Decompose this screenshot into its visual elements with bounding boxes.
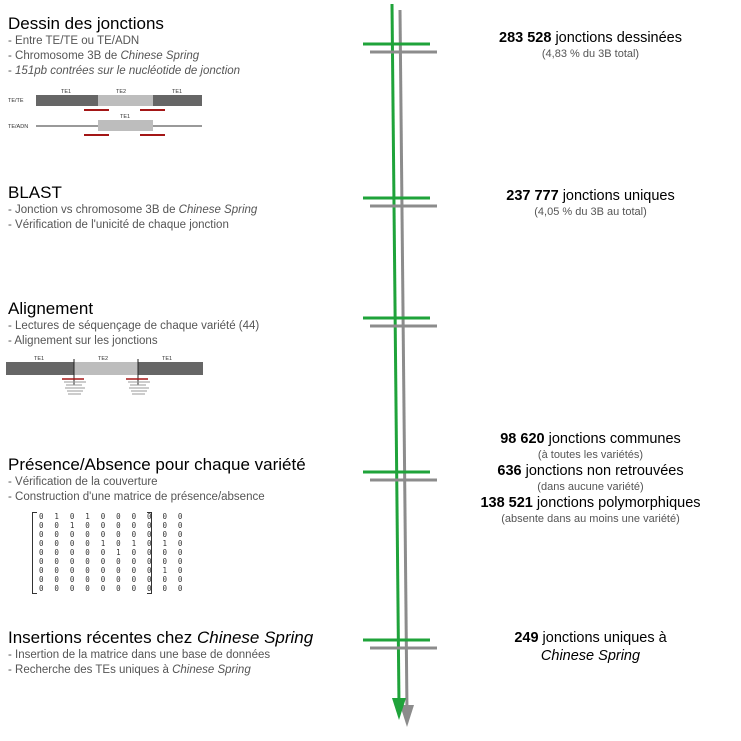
gray-arrow-head <box>400 705 414 727</box>
presence-matrix: 0 1 0 1 0 0 0 0 0 0 0 0 1 0 0 0 0 0 0 0 … <box>32 512 186 594</box>
svg-text:TE2: TE2 <box>116 89 126 95</box>
bullet: Recherche des TEs uniques à Chinese Spri… <box>8 663 353 678</box>
result-line: 249 jonctions uniques à <box>514 630 667 646</box>
svg-text:TE1: TE1 <box>172 89 182 95</box>
matrix-row: 0 0 0 0 0 0 0 0 0 0 <box>39 530 186 539</box>
step-alignement: Alignement Lectures de séquençage de cha… <box>8 299 353 349</box>
matrix-row: 0 1 0 1 0 0 0 0 0 0 <box>39 512 186 521</box>
step-insertions-recentes: Insertions récentes chez Chinese Spring … <box>8 628 353 678</box>
step-title: Présence/Absence pour chaque variété <box>8 455 306 474</box>
te1-segment <box>98 120 153 131</box>
result-note: (à toutes les variétés) <box>537 449 644 461</box>
result-line: 283 528 jonctions dessinées <box>499 30 682 46</box>
bullet: Lectures de séquençage de chaque variété… <box>8 319 353 334</box>
te2-segment <box>74 362 138 375</box>
junction-figure: TE/TE TE1 TE2 TE1 TE/ADN TE1 <box>8 89 202 136</box>
svg-text:TE2: TE2 <box>98 356 108 362</box>
result-note: (4,05 % du 3B au total) <box>534 206 647 218</box>
step-bullets: Entre TE/TE ou TE/ADN Chromosome 3B de C… <box>8 34 353 79</box>
result-note: (dans aucune variété) <box>537 481 644 493</box>
step-tick-1 <box>363 42 437 54</box>
read-stack <box>62 378 150 395</box>
matrix-row: 0 0 0 0 0 0 0 0 0 0 <box>39 575 186 584</box>
step-tick-2 <box>363 196 437 208</box>
te1-segment <box>138 362 203 375</box>
step-tick-5 <box>363 638 437 650</box>
matrix-row: 0 0 1 0 0 0 0 0 0 0 <box>39 521 186 530</box>
step-tick-3 <box>363 316 437 328</box>
bullet: Entre TE/TE ou TE/ADN <box>8 34 353 49</box>
step-presence-absence: Présence/Absence pour chaque variété Vér… <box>8 455 353 505</box>
bullet: Construction d'une matrice de présence/a… <box>8 490 353 505</box>
step-title: Insertions récentes chez Chinese Spring <box>8 628 314 647</box>
row-label: TE/ADN <box>8 124 28 130</box>
step-title: Dessin des jonctions <box>8 14 164 33</box>
result-dessin: 283 528 jonctions dessinées (4,83 % du 3… <box>448 29 733 61</box>
svg-text:TE1: TE1 <box>34 356 44 362</box>
step-bullets: Vérification de la couverture Constructi… <box>8 475 353 505</box>
te1-segment <box>153 95 202 106</box>
result-blast: 237 777 jonctions uniques (4,05 % du 3B … <box>448 187 733 219</box>
result-line-em: Chinese Spring <box>540 648 641 664</box>
svg-text:TE1: TE1 <box>61 89 71 95</box>
svg-text:TE1: TE1 <box>162 356 172 362</box>
matrix-row: 0 0 0 0 0 0 0 0 0 0 <box>39 557 186 566</box>
result-line: 138 521 jonctions polymorphiques <box>480 495 701 511</box>
result-line: 237 777 jonctions uniques <box>506 188 675 204</box>
matrix-row: 0 0 0 0 0 0 0 0 0 0 <box>39 584 186 593</box>
green-arrow-head <box>392 698 406 720</box>
bullet: Insertion de la matrice dans une base de… <box>8 648 353 663</box>
result-presence-absence: 98 620 jonctions communes (à toutes les … <box>448 430 733 526</box>
result-note: (4,83 % du 3B total) <box>541 48 640 60</box>
bullet: Vérification de l'unicité de chaque jonc… <box>8 218 353 233</box>
bullet: Chromosome 3B de Chinese Spring <box>8 49 353 64</box>
te1-segment <box>6 362 74 375</box>
result-insertions: 249 jonctions uniques à Chinese Spring <box>448 629 733 665</box>
step-title: Alignement <box>8 299 94 318</box>
step-tick-4 <box>363 470 437 482</box>
matrix-row: 0 0 0 0 1 0 1 0 1 0 <box>39 539 186 548</box>
row-label: TE/TE <box>8 98 24 104</box>
gray-arrow-shaft <box>398 9 409 713</box>
step-title: BLAST <box>8 183 62 202</box>
bullet: Jonction vs chromosome 3B de Chinese Spr… <box>8 203 353 218</box>
matrix-row: 0 0 0 0 0 0 0 0 1 0 <box>39 566 186 575</box>
bullet: 151pb contrées sur le nucléotide de jonc… <box>8 64 353 79</box>
step-bullets: Jonction vs chromosome 3B de Chinese Spr… <box>8 203 353 233</box>
bullet: Vérification de la couverture <box>8 475 353 490</box>
svg-text:TE1: TE1 <box>120 114 130 120</box>
step-dessin: Dessin des jonctions Entre TE/TE ou TE/A… <box>8 14 353 79</box>
result-line: 636 jonctions non retrouvées <box>497 463 684 479</box>
alignment-figure: TE1 TE2 TE1 <box>6 356 203 395</box>
te2-segment <box>98 95 153 106</box>
result-note: (absente dans au moins une variété) <box>501 513 680 525</box>
te1-segment <box>36 95 98 106</box>
result-line: 98 620 jonctions communes <box>500 431 681 447</box>
step-blast: BLAST Jonction vs chromosome 3B de Chine… <box>8 183 353 233</box>
step-bullets: Insertion de la matrice dans une base de… <box>8 648 353 678</box>
step-bullets: Lectures de séquençage de chaque variété… <box>8 319 353 349</box>
matrix-row: 0 0 0 0 0 1 0 0 0 0 <box>39 548 186 557</box>
green-arrow-shaft <box>390 3 401 706</box>
bullet: Alignement sur les jonctions <box>8 334 353 349</box>
